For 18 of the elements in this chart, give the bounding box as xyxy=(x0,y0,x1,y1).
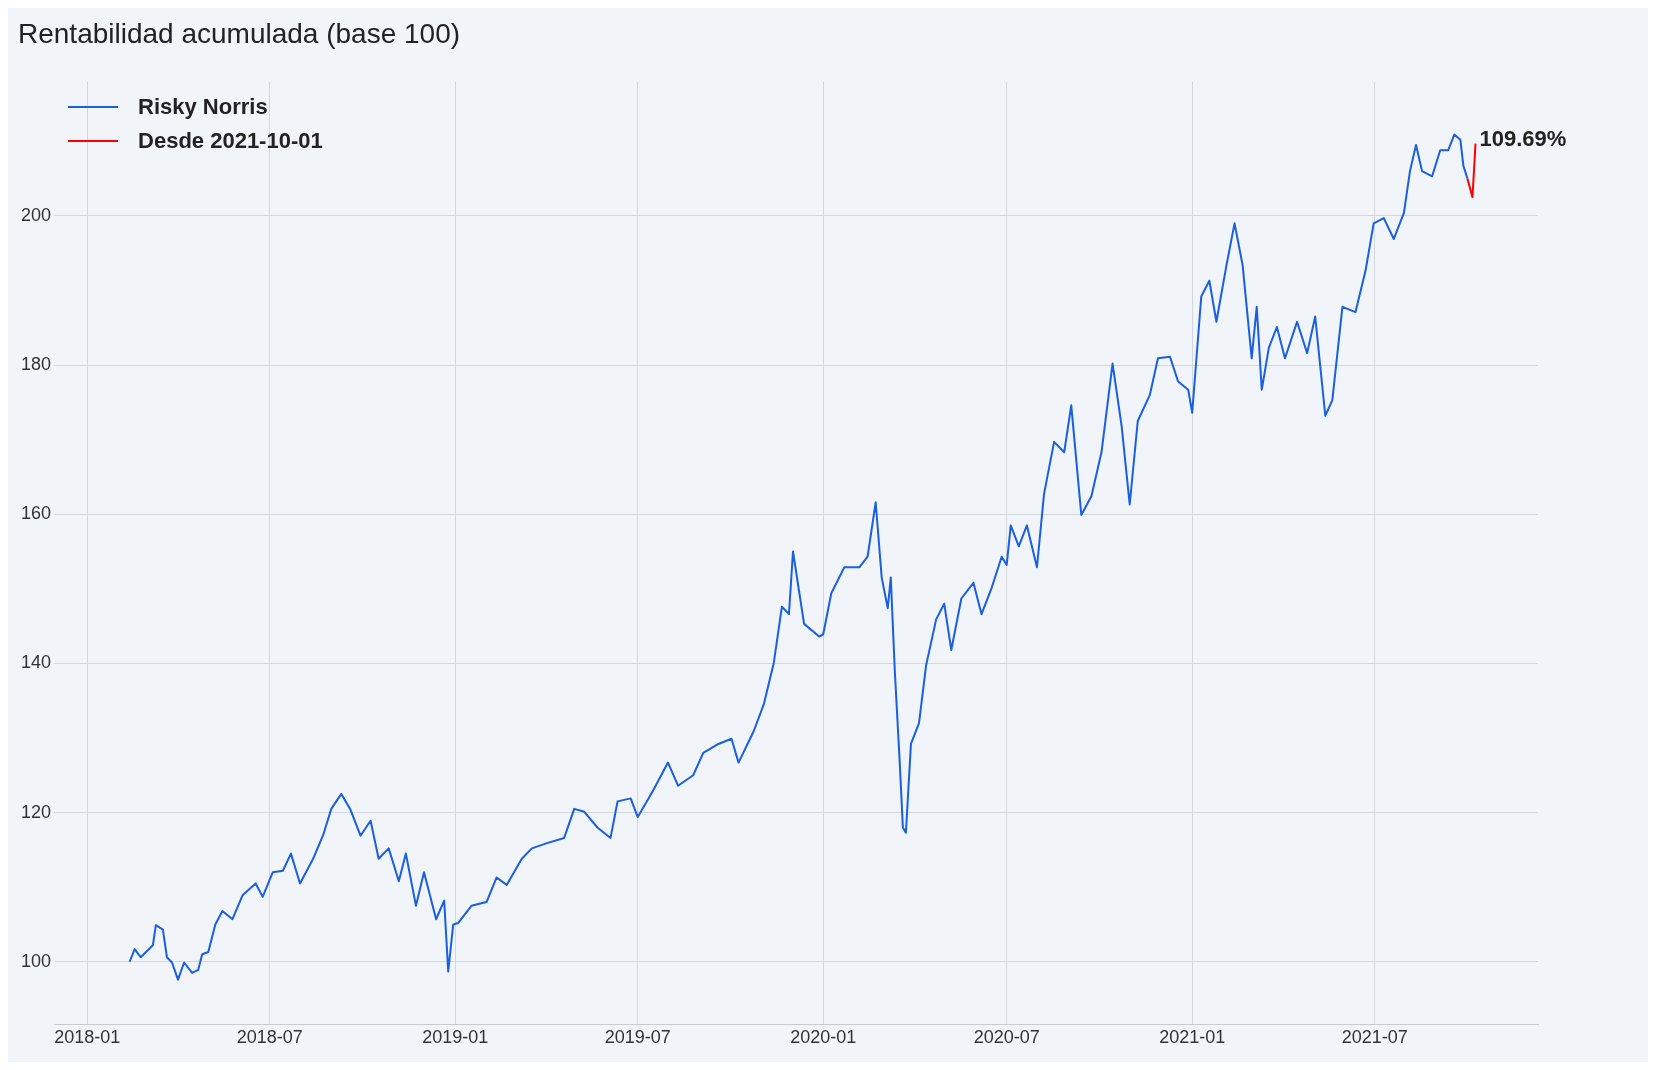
x-tick-label: 2020-07 xyxy=(973,1027,1040,1048)
y-tick-label: 160 xyxy=(20,503,52,524)
chart-title: Rentabilidad acumulada (base 100) xyxy=(18,17,461,49)
y-tick-label: 200 xyxy=(20,204,52,225)
y-tick-label: 120 xyxy=(20,801,52,822)
x-tick-label: 2019-07 xyxy=(604,1027,671,1048)
x-tick-label: 2018-01 xyxy=(54,1027,121,1048)
y-tick-label: 180 xyxy=(20,354,52,375)
y-tick-label: 140 xyxy=(20,652,52,673)
annotation: 109.69% xyxy=(1479,125,1567,151)
legend-label: Desde 2021-10-01 xyxy=(138,127,323,154)
y-tick-label: 100 xyxy=(20,950,52,971)
x-tick-label: 2019-01 xyxy=(422,1027,489,1048)
legend-label: Risky Norris xyxy=(138,93,268,120)
x-tick-label: 2021-01 xyxy=(1159,1027,1226,1048)
x-tick-label: 2020-01 xyxy=(790,1027,857,1048)
x-tick-label: 2018-07 xyxy=(236,1027,303,1048)
x-tick-label: 2021-07 xyxy=(1341,1027,1408,1048)
